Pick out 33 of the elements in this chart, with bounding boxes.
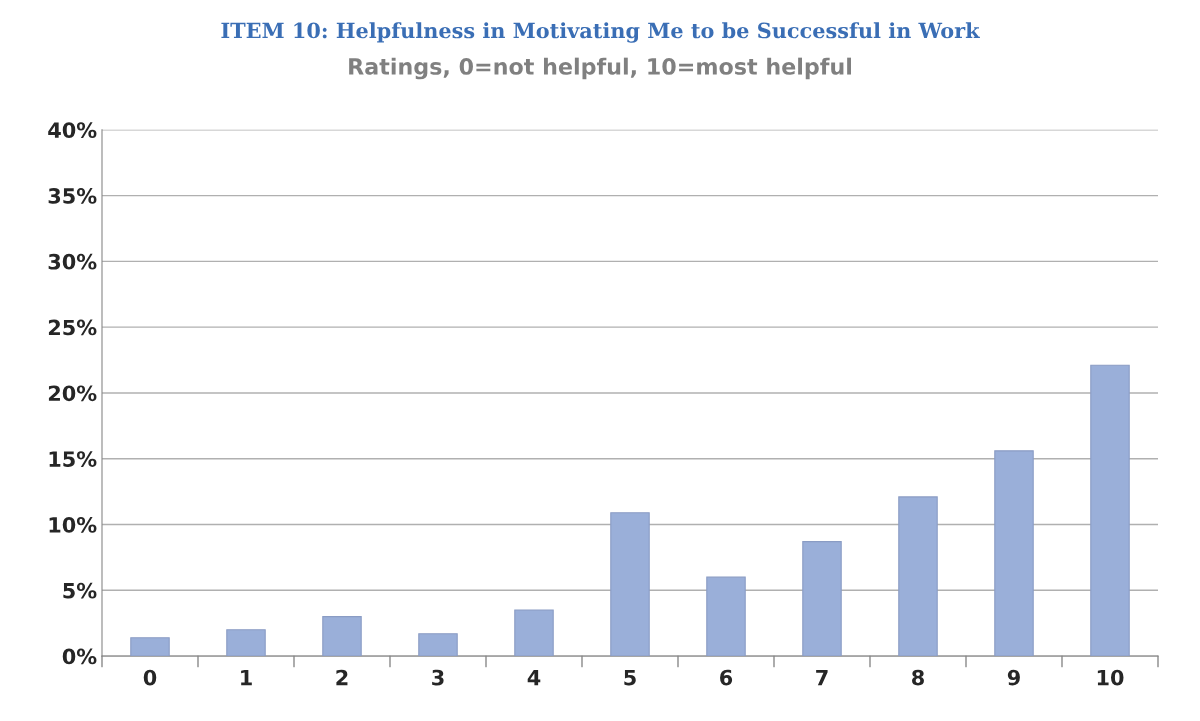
- y-tick-label: 30%: [48, 253, 97, 270]
- y-tick-label: 15%: [49, 451, 97, 467]
- x-tick-label: 2: [336, 669, 348, 686]
- x-tick-label: 5: [624, 669, 636, 686]
- chart-title: ITEM 10: Helpfulness in Motivating Me to be Successful in Work: [221, 22, 980, 43]
- bar: [1090, 364, 1130, 657]
- chart-subtitle: Ratings, 0=not helpful, 10=most helpful: [349, 57, 852, 80]
- bar: [226, 629, 266, 657]
- x-tick-label: 0: [143, 669, 157, 686]
- bar: [322, 616, 362, 657]
- bar: [418, 633, 458, 657]
- bar: [610, 512, 650, 657]
- x-tick-label: 1: [241, 669, 252, 686]
- bar: [898, 496, 938, 657]
- x-tick-label: 6: [720, 669, 733, 686]
- y-tick-label: 40%: [48, 122, 97, 138]
- bar: [130, 637, 170, 657]
- bar: [514, 609, 554, 657]
- x-tick-label: 8: [912, 669, 924, 686]
- bar: [802, 541, 842, 657]
- y-tick-label: 10%: [49, 516, 97, 533]
- x-tick-label: 10: [1097, 669, 1124, 686]
- y-tick-label: 20%: [48, 385, 97, 402]
- bar: [706, 576, 746, 657]
- y-tick-label: 0%: [62, 648, 97, 665]
- bar: [994, 450, 1034, 657]
- x-tick-label: 4: [527, 669, 541, 686]
- y-tick-label: 35%: [48, 188, 97, 204]
- x-tick-label: 7: [816, 669, 828, 686]
- x-tick-label: 9: [1007, 669, 1020, 686]
- x-tick-label: 3: [432, 669, 444, 686]
- y-tick-label: 5%: [63, 582, 97, 599]
- y-tick-label: 25%: [48, 319, 97, 336]
